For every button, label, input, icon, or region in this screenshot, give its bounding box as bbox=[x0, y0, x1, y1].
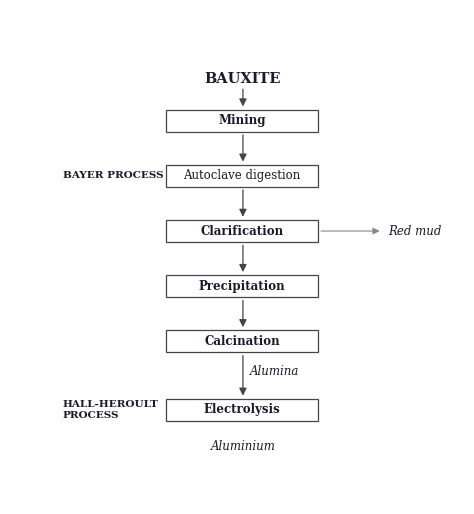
FancyBboxPatch shape bbox=[166, 331, 318, 353]
Text: Alumina: Alumina bbox=[250, 365, 300, 378]
Text: BAUXITE: BAUXITE bbox=[205, 72, 281, 86]
FancyBboxPatch shape bbox=[166, 275, 318, 297]
Text: Red mud: Red mud bbox=[388, 225, 441, 237]
Text: BAYER PROCESS: BAYER PROCESS bbox=[63, 171, 164, 180]
Text: Mining: Mining bbox=[218, 114, 266, 127]
FancyBboxPatch shape bbox=[166, 220, 318, 242]
Text: Autoclave digestion: Autoclave digestion bbox=[183, 169, 301, 182]
Text: Aluminium: Aluminium bbox=[210, 439, 275, 452]
Text: HALL-HEROULT
PROCESS: HALL-HEROULT PROCESS bbox=[63, 400, 159, 419]
FancyBboxPatch shape bbox=[166, 399, 318, 421]
FancyBboxPatch shape bbox=[166, 165, 318, 187]
Text: Clarification: Clarification bbox=[201, 225, 283, 237]
Text: Precipitation: Precipitation bbox=[199, 280, 285, 292]
Text: Electrolysis: Electrolysis bbox=[204, 403, 281, 416]
FancyBboxPatch shape bbox=[166, 109, 318, 132]
Text: Calcination: Calcination bbox=[204, 335, 280, 348]
